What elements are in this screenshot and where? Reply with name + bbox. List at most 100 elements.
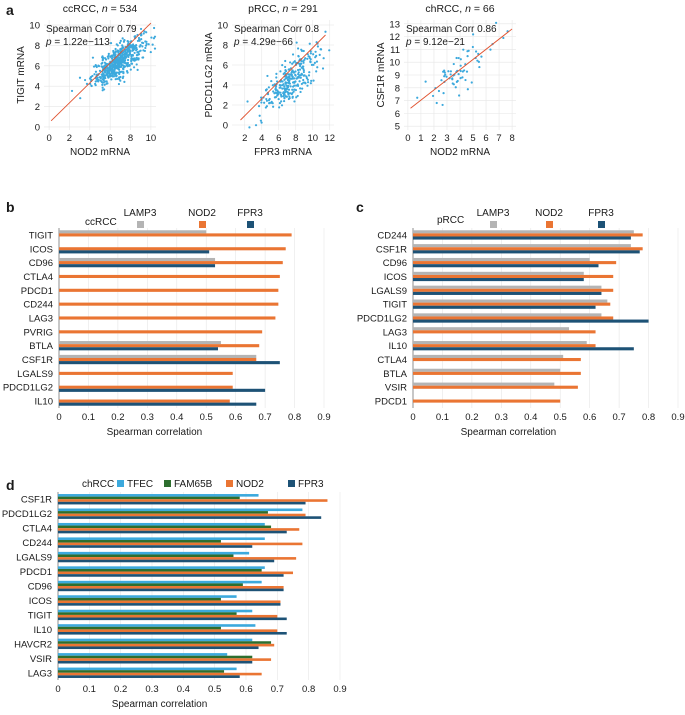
scatter-point	[123, 80, 126, 83]
scatter-point	[111, 75, 115, 78]
bar-nod2-ctla4	[59, 274, 280, 279]
bar-fpr3-lgals9	[58, 559, 275, 563]
scatter-point	[123, 49, 126, 52]
scatter-point	[272, 90, 275, 93]
scatter-point	[268, 102, 271, 105]
bar-nod2-cd244	[59, 302, 279, 306]
scatter-point	[107, 68, 111, 72]
x-tick-label: 0.9	[671, 412, 684, 423]
scatter-point	[303, 74, 306, 77]
bar-lamp3-il10	[413, 341, 587, 345]
scatter-point	[457, 72, 460, 76]
scatter-point	[95, 65, 98, 69]
scatter-point	[284, 77, 288, 80]
scatter-point	[92, 65, 96, 68]
legend-swatch-nod2	[546, 221, 553, 228]
scatter-point	[319, 48, 322, 51]
legend-label-fam65b: FAM65B	[174, 479, 213, 490]
y-tick-label: 6	[395, 109, 400, 120]
legend-label-lamp3: LAMP3	[477, 208, 510, 219]
scatter-point	[125, 51, 128, 54]
y-tick-label: 6	[35, 61, 40, 72]
bar-tfec-il10	[58, 624, 256, 627]
category-label: PDCD1	[21, 286, 53, 297]
x-tick-label: 0.5	[208, 684, 221, 695]
title-n: n	[102, 3, 108, 15]
scatter-point	[461, 76, 464, 79]
scatter-point	[278, 106, 281, 109]
scatter-point	[294, 70, 297, 73]
scatter-chart-ccrcc: Spearman Corr 0.79 p = 1.22e−113 ccRCC, n …	[16, 3, 156, 158]
scatter-point	[143, 30, 146, 33]
scatter-point	[431, 94, 435, 98]
category-label: CD96	[29, 258, 53, 269]
scatter-point	[126, 40, 129, 43]
scatter-point	[298, 68, 302, 71]
scatter-point	[117, 71, 120, 74]
bar-nod2-pdcd1	[58, 571, 293, 575]
scatter-point	[138, 45, 141, 48]
scatter-point	[318, 53, 321, 56]
scatter-point	[459, 77, 462, 80]
scatter-point	[107, 52, 110, 55]
scatter-point	[114, 78, 117, 81]
category-label: ICOS	[30, 244, 53, 255]
bar-lamp3-csf1r	[59, 354, 257, 358]
scatter-point	[91, 56, 95, 59]
y-tick-label: 8	[395, 83, 400, 94]
legend-swatch-tfec	[117, 480, 124, 487]
category-label: LGALS9	[16, 553, 52, 564]
bar-lamp3-vsir	[413, 382, 555, 386]
scatter-point	[284, 69, 287, 72]
scatter-point	[280, 100, 283, 103]
category-label: PDCD1LG2	[3, 383, 53, 394]
scatter-point	[296, 94, 299, 98]
scatter-point	[291, 62, 294, 65]
scatter-point	[97, 78, 100, 82]
bar-tfec-vsir	[58, 653, 228, 656]
scatter-point	[302, 70, 305, 74]
scatter-point	[91, 74, 94, 78]
bar-fpr3-btla	[59, 347, 218, 351]
bar-nod2-il10	[58, 629, 278, 632]
x-tick-label: 8	[293, 133, 298, 144]
category-label: HAVCR2	[14, 639, 52, 650]
bar-fpr3-csf1r	[58, 501, 306, 505]
x-axis-label: NOD2 mRNA	[430, 147, 490, 158]
bar-nod2-vsir	[58, 658, 272, 661]
scatter-point	[272, 105, 275, 108]
scatter-point	[118, 41, 122, 44]
scatter-point	[440, 79, 443, 82]
bar-fpr3-tigit	[413, 305, 596, 309]
bar-lamp3-cd244	[413, 230, 634, 234]
scatter-point	[296, 68, 300, 72]
scatter-point	[282, 83, 285, 86]
bar-nod2-ctla4	[58, 528, 300, 531]
x-tick-label: 0.7	[613, 412, 626, 423]
scatter-point	[297, 72, 300, 76]
bar-fpr3-pdcd1lg2	[413, 319, 649, 323]
scatter-point	[260, 121, 263, 124]
scatter-point	[284, 59, 287, 63]
scatter-point	[90, 84, 93, 88]
scatter-point	[266, 74, 269, 78]
scatter-point	[455, 56, 458, 60]
scatter-point	[295, 96, 298, 99]
bar-fam65b-tigit	[58, 612, 237, 615]
scatter-point	[308, 42, 311, 45]
scatter-point	[312, 53, 315, 56]
scatter-point	[114, 51, 117, 54]
scatter-point	[138, 38, 141, 41]
bar-lamp3-tigit	[59, 230, 207, 234]
scatter-point	[271, 84, 274, 87]
scatter-point	[112, 52, 116, 56]
scatter-point	[465, 70, 469, 73]
scatter-point	[489, 48, 492, 51]
scatter-point	[290, 92, 293, 96]
scatter-point	[299, 90, 302, 94]
x-tick-label: 0.5	[554, 412, 567, 423]
scatter-point	[478, 65, 481, 69]
scatter-point	[292, 61, 295, 64]
scatter-point	[312, 79, 315, 82]
scatter-point	[117, 51, 120, 55]
